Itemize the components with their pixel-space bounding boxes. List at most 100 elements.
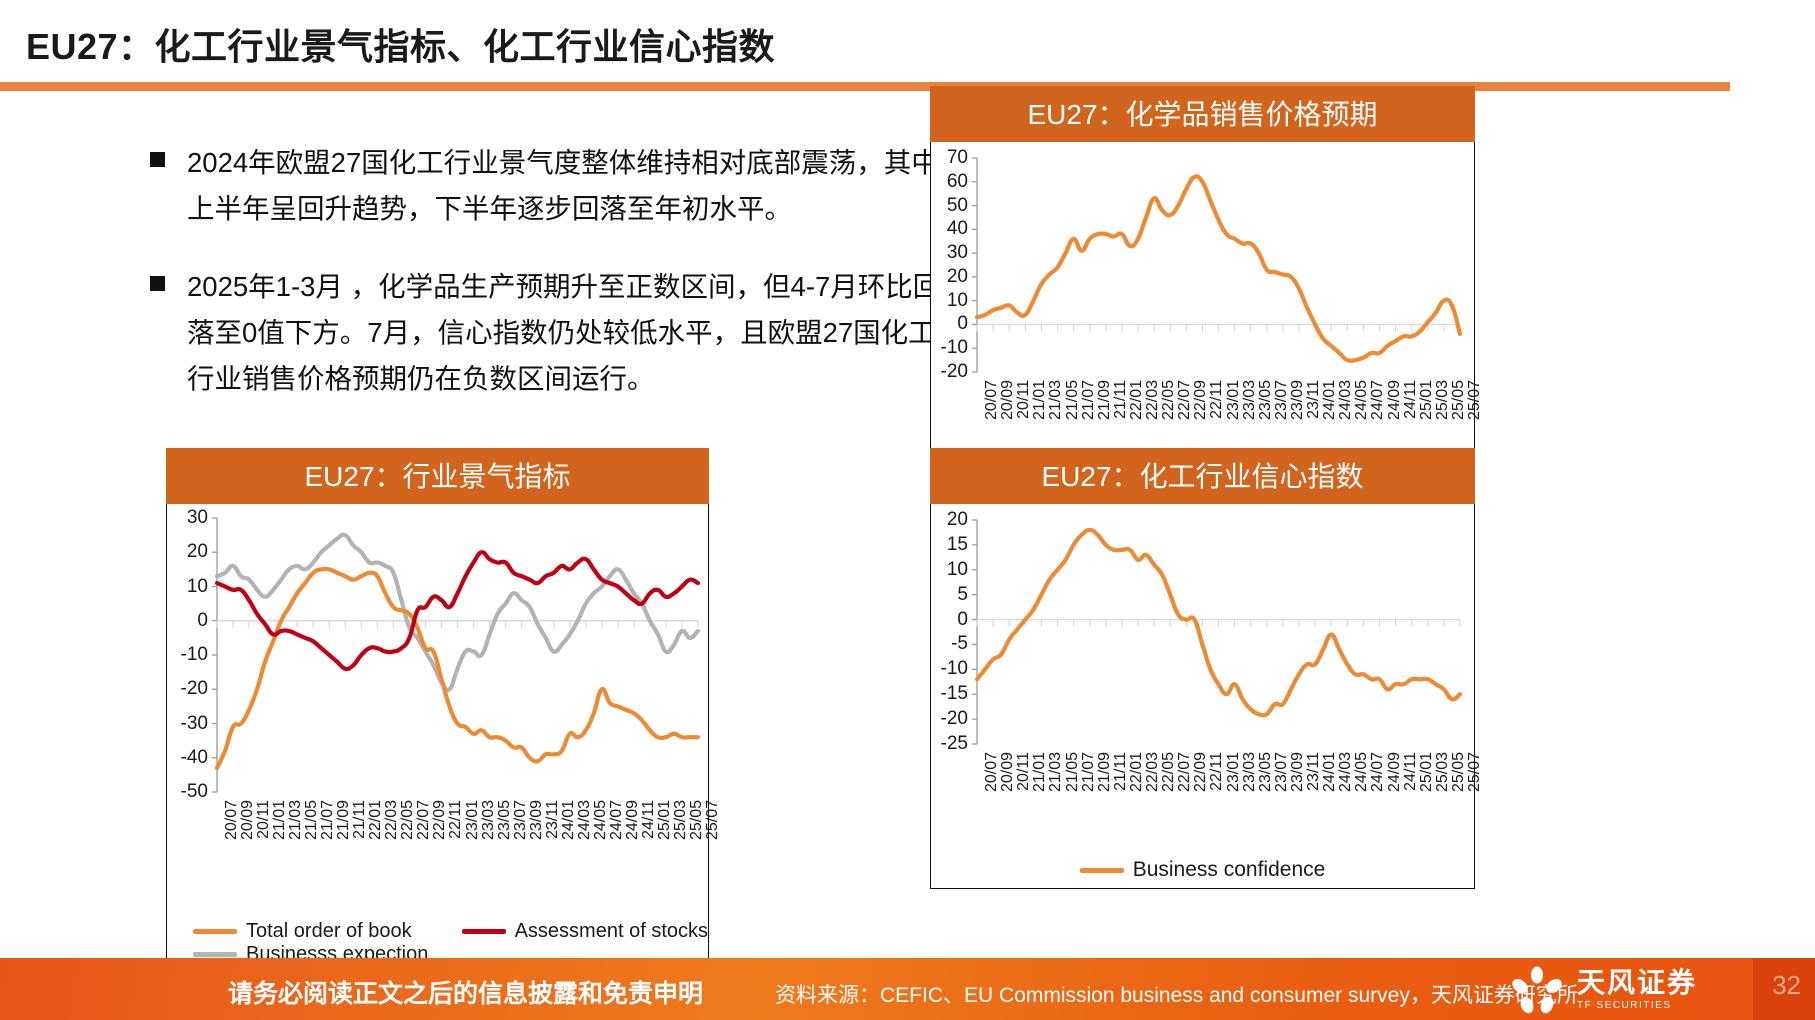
brand-name-cn: 天风证券	[1576, 967, 1697, 998]
legend-color-swatch	[461, 929, 506, 934]
x-axis-tick-label: 25/01	[1417, 752, 1435, 793]
x-axis-tick-label: 21/09	[1095, 380, 1113, 421]
page-number: 32	[1772, 970, 1801, 1000]
y-axis-tick-label: -30	[180, 712, 208, 734]
x-axis-tick-label: 24/07	[1369, 752, 1387, 793]
x-axis-tick-label: 21/05	[1063, 380, 1081, 421]
tf-securities-logo-icon	[1512, 966, 1562, 1014]
y-axis-tick-label: 15	[946, 533, 968, 555]
y-axis-tick-label: -40	[180, 746, 208, 768]
footer-background	[0, 958, 1815, 1020]
x-axis-tick-label: 23/09	[527, 800, 545, 841]
x-axis-tick-label: 23/03	[479, 800, 497, 841]
y-axis-tick-label: 5	[957, 583, 968, 605]
brand-name-en: TF SECURITIES	[1576, 1000, 1672, 1011]
y-axis-tick-label: -20	[940, 361, 968, 382]
y-axis-tick-label: 70	[946, 147, 968, 168]
y-axis-tick-label: 60	[946, 170, 968, 192]
x-axis-tick-label: 24/01	[559, 800, 577, 841]
brand-text: 天风证券 TF SECURITIES	[1577, 969, 1697, 1011]
x-axis-tick-label: 23/01	[463, 800, 481, 841]
page-title: EU27：化工行业景气指标、化工行业信心指数	[26, 26, 776, 67]
footer-disclaimer: 请务必阅读正文之后的信息披露和免责申明	[228, 980, 704, 1008]
legend-row: Total order of book Assessment of stocks	[193, 920, 708, 943]
legend-item[interactable]: Assessment of stocks	[461, 920, 708, 943]
page-number-tab	[1753, 958, 1815, 1020]
y-axis-tick-label: -10	[940, 658, 968, 680]
bullet-list: 2024年欧盟27国化工行业景气度整体维持相对底部震荡，其中上半年呈回升趋势，下…	[150, 140, 960, 434]
x-axis-tick-label: 22/11	[447, 800, 465, 839]
x-axis-tick-label: 24/11	[1401, 380, 1419, 419]
x-axis-tick-label: 23/05	[1256, 380, 1274, 421]
x-axis-tick-label: 23/11	[543, 800, 561, 839]
y-axis-tick-label: -25	[940, 733, 968, 754]
y-axis-tick-label: 0	[957, 313, 968, 335]
y-axis-tick-label: 20	[946, 509, 968, 530]
legend-color-swatch	[193, 952, 237, 957]
x-axis-tick-label: 22/11	[1208, 752, 1226, 791]
chart-body: 20 15 10 5 0 -5 -10 -15 -20 -25 20/07 20/09 20/11 21/…	[930, 504, 1483, 889]
y-axis-tick-label: -10	[180, 644, 208, 665]
chart-card-industry-sentiment: EU27：行业景气指标 30 20 10 0 -10 -20 -30 -40 -50 20/07 2…	[166, 448, 721, 971]
chart-plot-area: 30 20 10 0 -10 -20 -30 -40 -50 20/07 20/09 20/11 21/…	[167, 504, 721, 884]
y-axis-tick-label: 0	[957, 608, 968, 630]
bullet-marker-icon	[150, 152, 165, 167]
y-axis-tick-label: 20	[946, 265, 968, 287]
x-axis-tick-label: 21/07	[1079, 752, 1097, 793]
footer-source: 资料来源：CEFIC、EU Commission business and co…	[775, 984, 1578, 1007]
bullet-marker-icon	[150, 276, 165, 291]
chart-body: 30 20 10 0 -10 -20 -30 -40 -50 20/07 20/09 20/11 21/…	[166, 504, 721, 971]
x-axis-tick-label: 25/07	[1466, 380, 1483, 421]
x-axis-tick-label: 23/01	[1224, 380, 1242, 421]
y-axis-tick-label: 30	[186, 507, 208, 528]
footer: 请务必阅读正文之后的信息披露和免责申明 资料来源：CEFIC、EU Commis…	[0, 958, 1815, 1020]
x-axis-tick-label: 21/09	[1095, 752, 1113, 793]
x-axis-tick-label: 23/03	[1240, 380, 1258, 421]
legend-label: Total order of book	[246, 920, 412, 942]
x-axis-tick-label: 25/01	[1417, 380, 1435, 421]
x-axis-tick-label: 23/07	[511, 800, 529, 841]
x-axis-tick-label: 24/09	[1385, 752, 1403, 793]
y-axis-tick-label: -50	[180, 781, 208, 802]
legend-color-swatch	[193, 929, 237, 934]
chart-title: EU27：行业景气指标	[166, 448, 709, 504]
chart-title: EU27：化学品销售价格预期	[930, 86, 1475, 142]
chart-legend: Business confidence	[931, 858, 1474, 882]
x-axis-tick-label: 22/11	[1208, 380, 1226, 419]
x-axis-tick-label: 21/07	[1079, 380, 1097, 421]
y-axis-tick-label: -20	[180, 678, 208, 700]
brand-logo: 天风证券 TF SECURITIES	[1509, 966, 1697, 1014]
y-axis-tick-label: 10	[946, 289, 968, 311]
chart-plot-area: 70 60 50 40 30 20 10 0 -10 -20 20/07 20/09 20/11 21/0…	[931, 142, 1483, 442]
y-axis-tick-label: 40	[946, 218, 968, 240]
x-axis-tick-label: 21/03	[1047, 380, 1065, 421]
y-axis-tick-label: 10	[186, 575, 208, 597]
x-axis-tick-label: 21/05	[1063, 752, 1081, 793]
legend-item[interactable]: Business confidence	[1079, 858, 1326, 882]
bullet-text: 2025年1-3月 ，化学品生产预期升至正数区间，但4-7月环比回落至0值下方。…	[187, 271, 941, 394]
legend-item[interactable]: Total order of book	[193, 920, 462, 943]
y-axis-tick-label: -5	[951, 633, 968, 655]
x-axis-tick-label: 24/11	[1401, 752, 1419, 791]
x-axis-tick-label: 23/05	[495, 800, 513, 841]
x-axis-tick-label: 23/03	[1240, 752, 1258, 793]
y-axis-tick-label: -15	[940, 683, 968, 705]
header-divider	[0, 82, 1730, 91]
legend-label: Assessment of stocks	[514, 920, 708, 942]
x-axis-tick-label: 24/09	[1385, 380, 1403, 421]
list-item: 2025年1-3月 ，化学品生产预期升至正数区间，但4-7月环比回落至0值下方。…	[150, 264, 960, 402]
x-axis-tick-label: 21/03	[1047, 752, 1065, 793]
x-axis-tick-label: 23/01	[1224, 752, 1242, 793]
y-axis-tick-label: -10	[940, 337, 968, 359]
y-axis-tick-label: 20	[186, 541, 208, 563]
list-item: 2024年欧盟27国化工行业景气度整体维持相对底部震荡，其中上半年呈回升趋势，下…	[150, 140, 960, 232]
chart-card-business-confidence: EU27：化工行业信心指数 20 15 10 5 0 -5 -10 -15 -20 -25 20/0…	[930, 448, 1483, 889]
legend-label: Business confidence	[1132, 858, 1326, 881]
y-axis-tick-label: -20	[940, 708, 968, 730]
x-axis-tick-label: 25/07	[704, 800, 721, 841]
x-axis-tick-label: 24/07	[1369, 380, 1387, 421]
legend-color-swatch	[1079, 867, 1124, 873]
y-axis-tick-label: 30	[946, 242, 968, 264]
chart-title: EU27：化工行业信心指数	[930, 448, 1475, 504]
